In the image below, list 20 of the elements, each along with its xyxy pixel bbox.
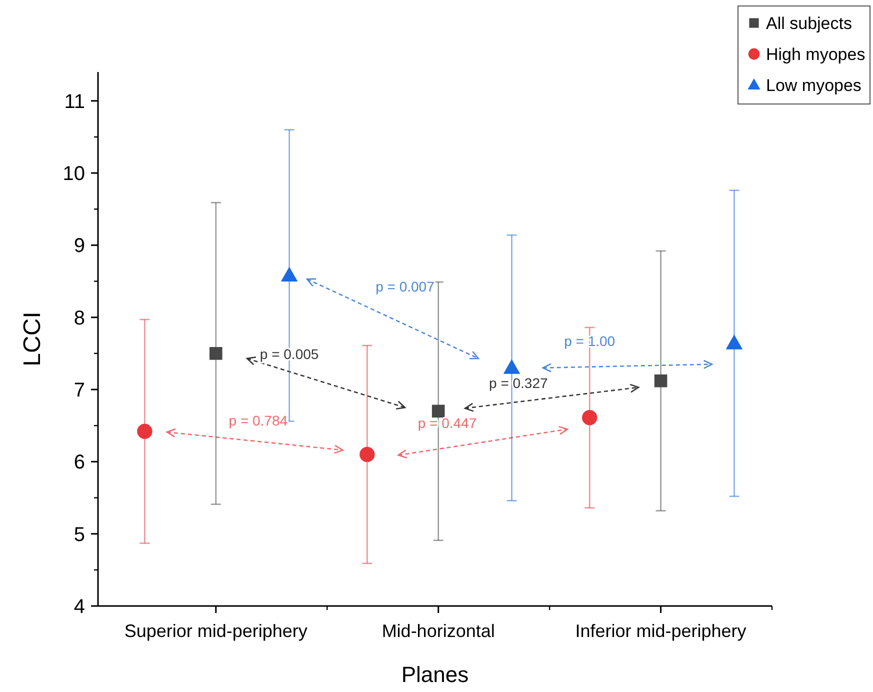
y-tick-label: 4 xyxy=(74,596,85,618)
legend-label: High myopes xyxy=(766,44,866,64)
x-tick-label: Mid-horizontal xyxy=(382,621,495,641)
legend-label: All subjects xyxy=(766,14,852,33)
y-tick-label: 5 xyxy=(74,524,85,546)
y-tick-label: 7 xyxy=(74,380,85,402)
x-tick-label: Inferior mid-periphery xyxy=(575,621,746,641)
y-tick-label: 10 xyxy=(62,163,85,186)
annotation: p = 0.447 xyxy=(418,414,477,431)
annotation: p = 0.007 xyxy=(376,278,435,294)
x-axis-title: Planes xyxy=(401,662,469,687)
y-tick-label: 8 xyxy=(74,307,85,330)
y-axis-title: LCCI xyxy=(19,312,46,366)
annotation: p = 0.784 xyxy=(228,412,288,429)
annotation: p = 0.327 xyxy=(489,375,548,392)
y-tick-label: 6 xyxy=(74,452,85,474)
y-tick-label: 9 xyxy=(74,235,85,258)
legend-label: Low myopes xyxy=(766,76,862,95)
x-tick-label: Superior mid-periphery xyxy=(124,621,308,641)
y-tick-label: 11 xyxy=(64,90,85,113)
